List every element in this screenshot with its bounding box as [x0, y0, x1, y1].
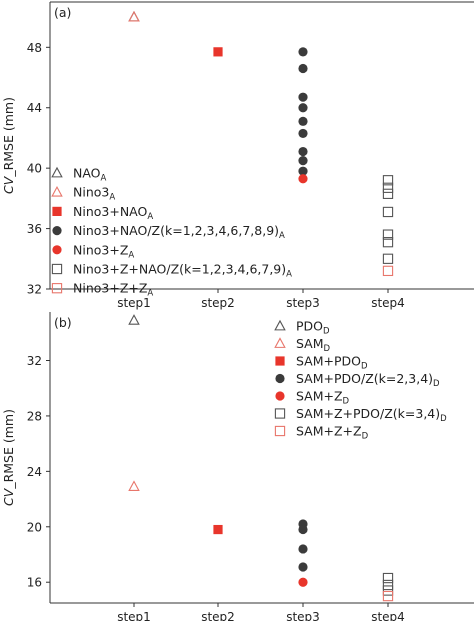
x-tick-label: step1 [117, 296, 151, 310]
data-point [298, 47, 308, 57]
legend-label: SAMD [296, 336, 331, 354]
legend-label: NAOA [73, 166, 107, 184]
data-point [298, 544, 308, 554]
legend-marker [274, 425, 286, 437]
data-point [298, 92, 308, 102]
panel-b: 16 20 24 28 32 step1 step2 step3 step4 (b) CV_RMSE… [1, 312, 474, 621]
legend-label: SAM+ZD [296, 389, 350, 407]
legend-marker [52, 226, 62, 236]
legend-marker [51, 283, 63, 294]
data-point [213, 524, 223, 535]
legend-label: Nino3A [73, 185, 115, 203]
data-point [298, 562, 308, 572]
data-point [298, 156, 308, 166]
y-axis-label: CV_RMSE (mm) [1, 409, 16, 506]
legend-marker [52, 245, 62, 255]
legend-label: Nino3+Z+NAO/Z(k=1,2,3,4,6,7,9)A [73, 262, 292, 280]
x-tick-label: step3 [286, 610, 320, 621]
y-tick-label: 28 [27, 409, 42, 423]
legend-label: SAM+Z+ZD [296, 424, 369, 442]
data-point [382, 188, 394, 199]
y-tick-label: 16 [27, 576, 42, 590]
panel-a: 32 36 40 44 48 step1 step2 step3 step4 (a) CV_RMSE… [1, 1, 474, 310]
x-tick-label: step1 [117, 610, 151, 621]
y-tick-label: 48 [27, 41, 42, 55]
data-point [382, 579, 394, 591]
legend-marker [52, 206, 62, 216]
legend-label: SAM+Z+PDO/Z(k=3,4)D [296, 406, 447, 424]
x-tick-label: step2 [201, 610, 235, 621]
data-point [298, 116, 308, 126]
data-point [382, 572, 394, 584]
legend-label: Nino3+NAO/Z(k=1,2,3,4,6,7,8,9)A [73, 223, 285, 241]
data-point [298, 146, 308, 157]
x-tick-label: step4 [371, 296, 405, 310]
data-point [213, 47, 223, 57]
x-tick-label: step2 [201, 296, 235, 310]
data-point [298, 128, 308, 139]
legend-label: SAM+PDOD [296, 354, 368, 372]
data-point [128, 480, 140, 492]
data-point [382, 229, 394, 240]
legend: PDODSAMDSAM+PDODSAM+PDO/Z(k=2,3,4)DSAM+Z… [274, 319, 447, 442]
legend-marker [274, 319, 286, 331]
data-point [298, 166, 308, 176]
data-point [382, 237, 394, 248]
data-point [382, 253, 394, 264]
data-point [382, 182, 394, 193]
legend-marker [51, 263, 63, 275]
data-point [128, 10, 140, 22]
legend-marker [51, 166, 63, 178]
data-point [298, 63, 308, 74]
panel-label: (a) [54, 5, 71, 20]
y-tick-label: 20 [27, 520, 42, 534]
y-tick-label: 32 [27, 283, 42, 297]
data-point [298, 524, 308, 535]
data-point [298, 174, 308, 184]
x-tick-label: step3 [286, 296, 320, 310]
legend: NAOANino3ANino3+NAOANino3+NAO/Z(k=1,2,3,… [51, 166, 292, 299]
data-point [382, 175, 394, 186]
x-tick-label: step4 [371, 610, 405, 621]
data-point [382, 206, 394, 218]
data-point [382, 585, 394, 596]
data-point [298, 577, 308, 587]
legend-marker [51, 185, 63, 197]
legend-label: PDOD [296, 319, 330, 337]
legend-label: SAM+PDO/Z(k=2,3,4)D [296, 371, 440, 389]
y-tick-label: 24 [27, 465, 42, 479]
data-point [128, 10, 140, 22]
legend-marker [274, 408, 286, 419]
y-tick-label: 36 [27, 222, 42, 236]
y-tick-label: 32 [27, 354, 42, 368]
legend-marker [275, 391, 285, 401]
legend-label: Nino3+Z+ZA [73, 281, 153, 299]
legend-marker [275, 373, 285, 384]
legend-marker [275, 356, 285, 366]
legend-marker [274, 337, 286, 348]
legend-label: Nino3+NAOA [73, 204, 153, 222]
y-axis-label: CV_RMSE (mm) [1, 97, 16, 194]
data-point [382, 265, 394, 277]
panel-label: (b) [54, 315, 72, 330]
data-point [128, 314, 140, 325]
data-point [382, 590, 394, 602]
legend-label: Nino3+ZA [73, 242, 134, 260]
y-tick-label: 40 [27, 162, 42, 176]
data-point [298, 103, 308, 113]
y-tick-label: 44 [27, 101, 42, 115]
